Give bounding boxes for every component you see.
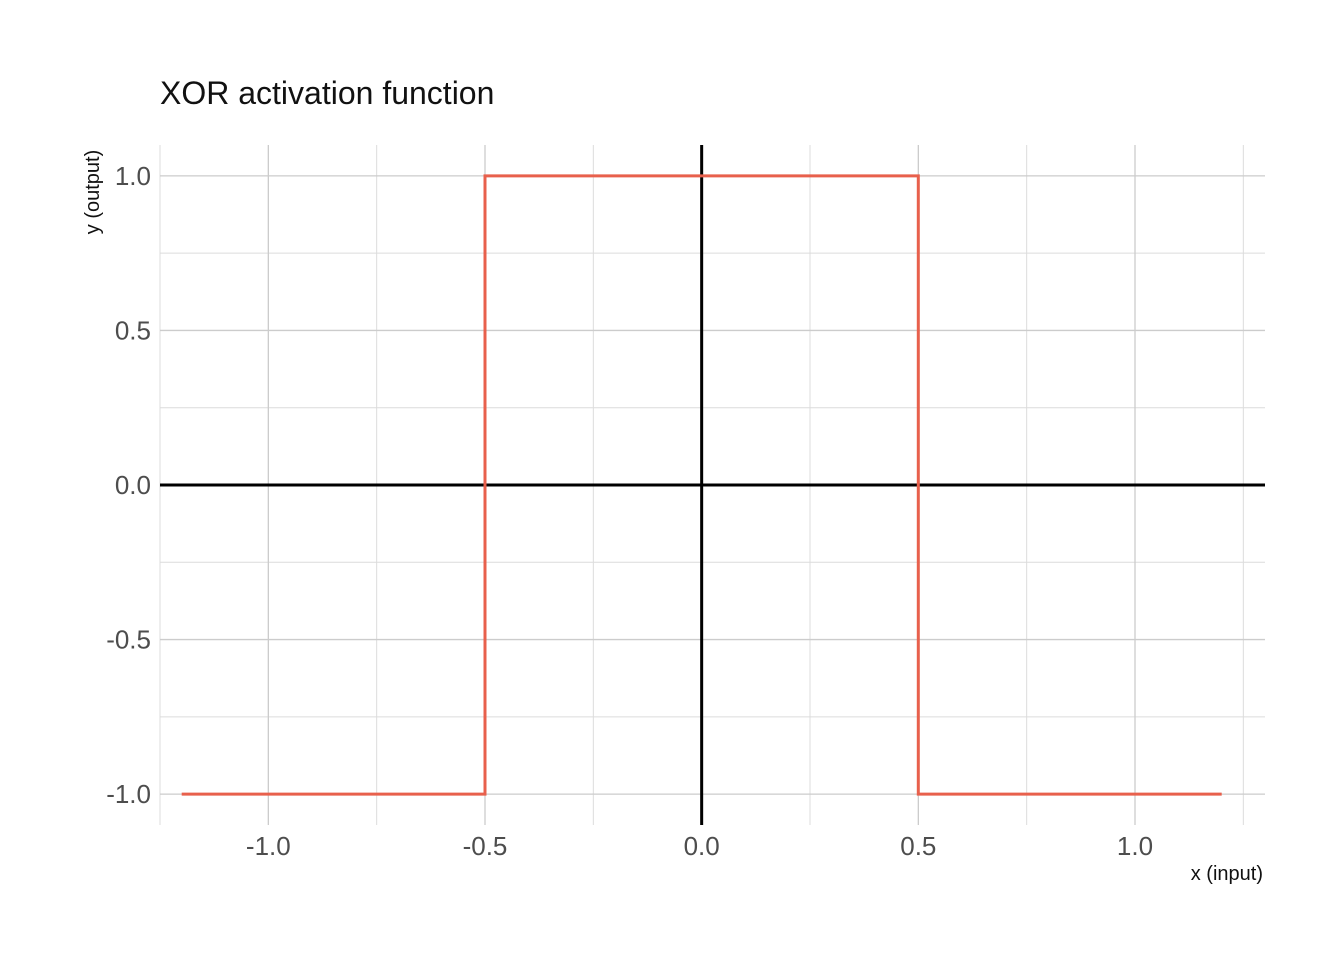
- x-tick-label: 1.0: [1117, 831, 1153, 861]
- y-tick-label: 0.5: [115, 315, 151, 345]
- x-tick-label: 0.5: [900, 831, 936, 861]
- y-tick-labels: -1.0 -0.5 0.0 0.5 1.0: [106, 161, 151, 809]
- y-tick-label: -1.0: [106, 779, 151, 809]
- chart-title: XOR activation function: [160, 75, 494, 111]
- x-axis-title: x (input): [1191, 863, 1263, 885]
- y-axis-title: y (output): [82, 150, 104, 234]
- y-tick-label: 0.0: [115, 470, 151, 500]
- series-line: [181, 174, 1222, 796]
- reference-lines: [160, 145, 1265, 825]
- x-tick-label: -0.5: [463, 831, 508, 861]
- x-tick-labels: -1.0 -0.5 0.0 0.5 1.0: [246, 831, 1153, 861]
- x-tick-label: -1.0: [246, 831, 291, 861]
- x-tick-label: 0.0: [684, 831, 720, 861]
- series-layer: [181, 174, 1222, 796]
- y-tick-label: -0.5: [106, 625, 151, 655]
- y-tick-label: 1.0: [115, 161, 151, 191]
